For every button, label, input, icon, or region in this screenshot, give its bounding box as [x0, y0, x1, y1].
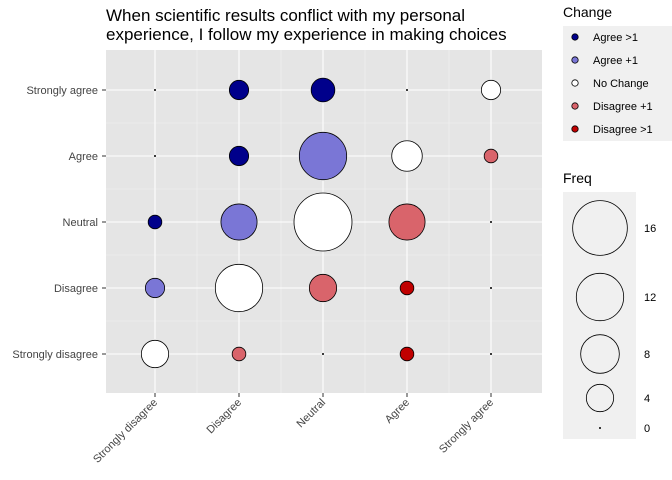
legend-key-disagree1 [571, 102, 579, 110]
point-disagree-x-agree [228, 145, 250, 167]
freq-legend: Freq 16 12 8 4 0 [563, 170, 656, 439]
x-tick-label-strongly-agree: Strongly agree [437, 397, 496, 456]
legend-key-agree1 [571, 56, 579, 64]
point-strongly-disagree-x-agree [154, 155, 156, 157]
point-strongly-disagree-x-strongly-agree [154, 89, 156, 91]
chart-title-line-2: experience, I follow my experience in ma… [106, 25, 507, 44]
point-strongly-disagree-x-disagree [144, 277, 166, 299]
point-agree-x-disagree [399, 280, 415, 296]
point-disagree-x-strongly-disagree [231, 346, 247, 362]
point-disagree-x-neutral [220, 203, 258, 241]
point-strongly-disagree-x-strongly-disagree [140, 339, 170, 369]
legend-key-agree2 [571, 33, 579, 41]
freq-legend-key-0 [599, 427, 601, 429]
point-strongly-agree-x-neutral [490, 221, 492, 223]
freq-legend-key-12 [575, 272, 625, 322]
legend-label-agree1: Agree +1 [593, 55, 638, 67]
point-disagree-x-strongly-agree [228, 79, 250, 101]
freq-legend-label-16: 16 [644, 223, 656, 235]
y-tick-label-agree: Agree [69, 151, 98, 163]
point-agree-x-strongly-disagree [399, 346, 415, 362]
point-strongly-agree-x-strongly-agree [480, 79, 502, 101]
point-agree-x-strongly-agree [406, 89, 408, 91]
point-disagree-x-disagree [214, 263, 264, 313]
point-agree-x-neutral [388, 203, 426, 241]
legend-label-disagree1: Disagree +1 [593, 101, 653, 113]
legend-label-disagree2: Disagree >1 [593, 124, 653, 136]
legend-label-agree2: Agree >1 [593, 32, 638, 44]
change-legend-panel [563, 26, 672, 141]
point-strongly-agree-x-agree [483, 148, 499, 164]
change-legend: Change Agree >1 Agree +1 No Change Disagree… [563, 4, 672, 141]
legend-key-disagree2 [571, 125, 579, 133]
y-tick-label-disagree: Disagree [54, 283, 98, 295]
chart-title-line-1: When scientific results conflict with my… [106, 6, 465, 25]
freq-legend-label-4: 4 [644, 393, 650, 405]
y-tick-label-strongly-agree: Strongly agree [26, 85, 98, 97]
y-tick-label-strongly-disagree: Strongly disagree [12, 349, 98, 361]
point-neutral-x-neutral [293, 192, 353, 252]
x-tick-label-agree: Agree [383, 397, 412, 426]
legend-key-none [571, 79, 579, 87]
point-strongly-agree-x-disagree [490, 287, 492, 289]
freq-legend-key-16 [572, 200, 628, 256]
x-tick-label-strongly-disagree: Strongly disagree [91, 397, 160, 466]
freq-legend-label-12: 12 [644, 292, 656, 304]
point-strongly-agree-x-strongly-disagree [490, 353, 492, 355]
x-axis-ticks: Strongly disagree Disagree Neutral Agree Str… [91, 393, 496, 466]
point-neutral-x-strongly-agree [310, 77, 336, 103]
x-tick-label-neutral: Neutral [295, 397, 329, 431]
freq-legend-label-0: 0 [644, 423, 650, 435]
freq-legend-label-8: 8 [644, 349, 650, 361]
point-neutral-x-strongly-disagree [322, 353, 324, 355]
point-agree-x-agree [391, 140, 423, 172]
freq-legend-key-8 [580, 334, 620, 374]
x-tick-label-disagree: Disagree [205, 397, 245, 437]
y-tick-label-neutral: Neutral [63, 217, 98, 229]
freq-legend-title: Freq [563, 170, 592, 186]
point-neutral-x-agree [298, 131, 348, 181]
point-neutral-x-disagree [308, 273, 338, 303]
legend-label-none: No Change [593, 78, 649, 90]
y-axis-ticks: Strongly disagree Disagree Neutral Agree Str… [12, 85, 106, 361]
point-strongly-disagree-x-neutral [147, 214, 163, 230]
freq-legend-key-4 [585, 383, 615, 413]
change-legend-title: Change [563, 4, 612, 20]
data-points [140, 77, 502, 369]
